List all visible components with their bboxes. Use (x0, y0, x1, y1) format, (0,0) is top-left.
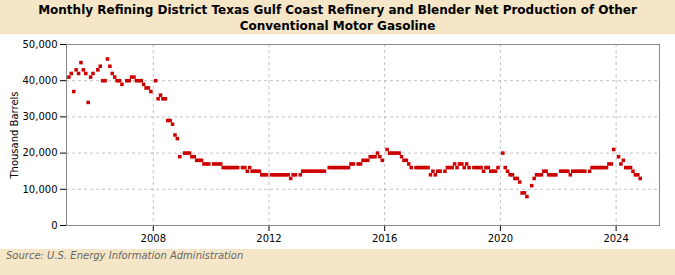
html-text:Source: U.S. Energy Informatio: Source: U.S. Energy Information Administ… (6, 250, 244, 262)
svg-text:50,000: 50,000 (23, 39, 58, 50)
svg-text:2008: 2008 (141, 233, 166, 244)
svg-text:40,000: 40,000 (23, 75, 58, 86)
html-text:Monthly Refining District Texa: Monthly Refining District Texas Gulf Coa… (38, 3, 637, 33)
svg-text:2020: 2020 (488, 233, 513, 244)
svg-text:20,000: 20,000 (23, 147, 58, 158)
svg-text:0: 0 (51, 220, 57, 231)
svg-text:2024: 2024 (603, 233, 628, 244)
svg-text:30,000: 30,000 (23, 111, 58, 122)
svg-text:2016: 2016 (372, 233, 397, 244)
svg-text:Thousand Barrels: Thousand Barrels (9, 92, 20, 180)
svg-text:2012: 2012 (256, 233, 281, 244)
svg-text:10,000: 10,000 (23, 184, 58, 195)
